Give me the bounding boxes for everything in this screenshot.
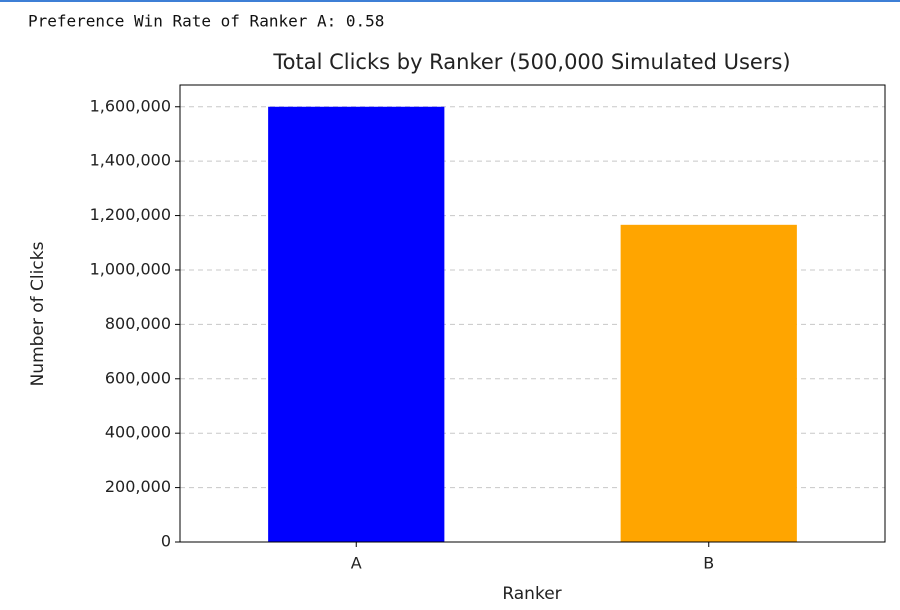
y-tick-label: 0 bbox=[161, 532, 171, 551]
y-tick-label: 1,200,000 bbox=[90, 205, 171, 224]
x-tick-label: A bbox=[351, 554, 362, 573]
x-tick-label: B bbox=[703, 554, 714, 573]
y-tick-label: 1,600,000 bbox=[90, 96, 171, 115]
y-tick-label: 800,000 bbox=[105, 314, 171, 333]
bar bbox=[268, 106, 445, 542]
y-axis-label: Number of Clicks bbox=[28, 241, 48, 386]
y-tick-label: 400,000 bbox=[105, 423, 171, 442]
bar bbox=[620, 224, 797, 542]
y-tick-label: 200,000 bbox=[105, 477, 171, 496]
y-tick-label: 600,000 bbox=[105, 368, 171, 387]
chart-title: Total Clicks by Ranker (500,000 Simulate… bbox=[272, 50, 790, 74]
x-axis-label: Ranker bbox=[502, 584, 561, 604]
y-tick-label: 1,000,000 bbox=[90, 259, 171, 278]
y-tick-label: 1,400,000 bbox=[90, 151, 171, 170]
output-text: Preference Win Rate of Ranker A: 0.58 bbox=[28, 12, 384, 31]
plot-frame bbox=[179, 84, 886, 543]
